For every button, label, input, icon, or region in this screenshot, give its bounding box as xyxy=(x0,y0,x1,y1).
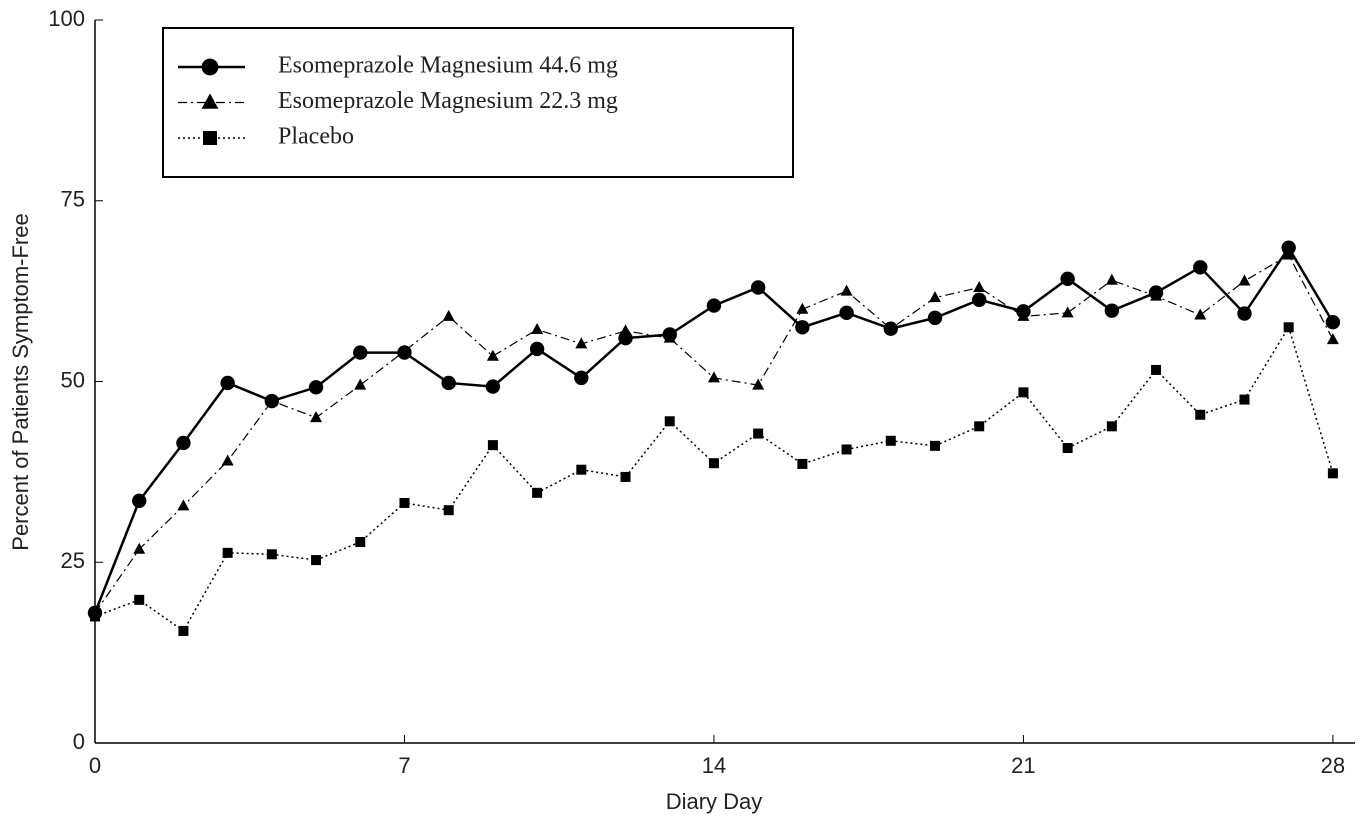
point xyxy=(1193,260,1208,275)
point xyxy=(885,435,896,446)
point xyxy=(1061,306,1074,318)
x-axis-label: Diary Day xyxy=(666,789,763,814)
y-tick-label: 0 xyxy=(73,729,85,754)
point xyxy=(355,537,366,548)
point xyxy=(795,320,810,335)
point xyxy=(839,305,854,321)
point xyxy=(485,379,501,394)
x-tick-label: 21 xyxy=(1011,753,1035,778)
point xyxy=(399,497,410,508)
point xyxy=(354,378,367,390)
point xyxy=(1150,289,1163,301)
legend-label: Placebo xyxy=(278,124,354,150)
point xyxy=(222,547,233,558)
point xyxy=(1060,271,1075,287)
point xyxy=(752,378,765,390)
point xyxy=(1327,468,1338,479)
point xyxy=(972,292,987,308)
point xyxy=(398,344,411,356)
y-axis-label: Percent of Patients Symptom-Free xyxy=(8,213,33,550)
point xyxy=(930,440,940,451)
point xyxy=(664,416,675,427)
point xyxy=(311,555,322,566)
point xyxy=(884,322,897,334)
point xyxy=(134,594,145,605)
point xyxy=(529,341,545,357)
point xyxy=(486,349,499,361)
point xyxy=(1106,421,1117,432)
point xyxy=(574,370,589,386)
point xyxy=(308,380,324,395)
point xyxy=(750,280,766,295)
point xyxy=(707,371,720,383)
point xyxy=(221,454,234,466)
x-tick-label: 14 xyxy=(702,753,726,778)
x-tick-label: 7 xyxy=(398,753,410,778)
point xyxy=(1281,240,1296,255)
x-tick-label: 0 xyxy=(89,753,101,778)
point xyxy=(353,345,368,360)
point xyxy=(753,428,764,439)
point xyxy=(90,611,100,622)
legend-marker xyxy=(201,58,219,76)
legend-box xyxy=(162,27,794,178)
point xyxy=(176,435,191,451)
point xyxy=(1195,409,1206,420)
point xyxy=(441,375,456,391)
point xyxy=(1325,315,1341,330)
point xyxy=(1151,364,1162,375)
point xyxy=(1018,387,1029,398)
point xyxy=(841,444,852,455)
point xyxy=(531,322,544,334)
point xyxy=(443,505,454,516)
point xyxy=(532,487,543,498)
legend-label: Esomeprazole Magnesium 44.6 mg xyxy=(278,53,618,79)
point xyxy=(974,421,985,432)
point xyxy=(929,291,941,303)
point xyxy=(1104,303,1120,318)
point xyxy=(1062,443,1073,454)
point xyxy=(442,309,455,321)
point xyxy=(266,549,277,560)
point xyxy=(1282,248,1295,260)
point xyxy=(620,471,631,482)
point xyxy=(973,281,986,293)
y-tick-label: 25 xyxy=(61,548,85,573)
point xyxy=(1283,322,1294,333)
legend-marker xyxy=(203,131,217,145)
point xyxy=(1017,309,1030,321)
point xyxy=(575,337,588,349)
x-tick-label: 28 xyxy=(1321,753,1345,778)
point xyxy=(1105,273,1118,285)
y-tick-label: 50 xyxy=(61,367,85,392)
y-tick-label: 100 xyxy=(48,6,85,31)
point xyxy=(1239,394,1250,405)
point xyxy=(310,411,323,423)
point xyxy=(1326,333,1339,345)
point xyxy=(178,625,189,636)
point xyxy=(132,493,147,508)
point xyxy=(840,284,853,296)
legend-label: Esomeprazole Magnesium 22.3 mg xyxy=(278,88,618,114)
point xyxy=(797,458,808,469)
point xyxy=(1238,274,1251,286)
point xyxy=(133,542,146,554)
point xyxy=(576,464,587,475)
point xyxy=(927,310,943,326)
point xyxy=(177,499,190,511)
point xyxy=(487,440,498,451)
legend-marker xyxy=(201,93,219,109)
point xyxy=(706,298,722,313)
point xyxy=(1194,308,1207,320)
point xyxy=(220,375,235,391)
point xyxy=(1237,306,1252,321)
point xyxy=(708,458,719,469)
point xyxy=(796,302,809,314)
y-tick-label: 75 xyxy=(61,187,85,212)
point xyxy=(619,324,632,336)
point xyxy=(663,331,676,343)
point xyxy=(265,394,278,406)
